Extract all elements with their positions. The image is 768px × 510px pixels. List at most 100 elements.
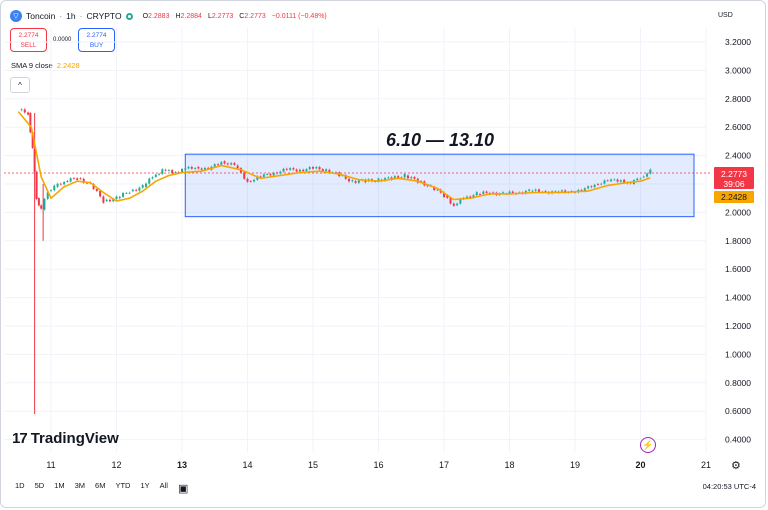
candle-body: [508, 191, 511, 194]
range-ytd[interactable]: YTD: [115, 481, 131, 490]
candle-body: [387, 177, 390, 179]
price-badge-sma: 2.2428: [714, 191, 754, 203]
candle-body: [472, 195, 475, 198]
candle-body: [600, 183, 603, 185]
candle-body: [40, 205, 43, 209]
candle-body: [456, 203, 459, 206]
x-tick-label: 12: [111, 460, 121, 470]
sma-price-badge: [714, 191, 754, 203]
candle-body: [31, 132, 34, 148]
sell-button[interactable]: 2.2774 SELL: [10, 28, 47, 52]
x-tick-label: 17: [439, 460, 449, 470]
candle-body: [298, 169, 301, 172]
candle-body: [53, 185, 56, 191]
range-1d[interactable]: 1D: [15, 481, 25, 490]
candle-body: [452, 203, 455, 206]
lightning-icon[interactable]: ⚡: [640, 437, 656, 453]
candle-body: [449, 197, 452, 204]
candle-body: [112, 199, 115, 202]
y-axis: 3.20003.00002.80002.60002.40002.20002.00…: [725, 37, 751, 445]
candle-body: [33, 148, 36, 172]
candle-body: [194, 168, 197, 169]
clock-readout[interactable]: 04:20:53 UTC-4: [702, 482, 756, 491]
candle-body: [69, 178, 72, 182]
range-3m[interactable]: 3M: [74, 481, 86, 490]
exchange-label[interactable]: CRYPTO: [86, 11, 122, 21]
sma-legend[interactable]: SMA 9 close 2.2428: [11, 61, 80, 70]
candle-body: [596, 184, 599, 185]
candle-body: [377, 178, 380, 182]
candle-body: [184, 168, 187, 170]
tradingview-logo[interactable]: 17 TradingView: [12, 430, 119, 447]
y-tick-label: 2.8000: [725, 94, 751, 104]
ohlc-value: 2.2883: [148, 12, 170, 20]
candle-body: [43, 198, 46, 210]
candle-body: [482, 191, 485, 194]
y-tick-label: 0.4000: [725, 435, 751, 445]
candle-body: [108, 199, 111, 202]
x-tick-label: 18: [504, 460, 514, 470]
candle-body: [351, 180, 354, 182]
market-status-icon: [125, 12, 133, 20]
candle-body: [524, 190, 527, 194]
candle-body: [158, 173, 161, 175]
candle-body: [443, 192, 445, 197]
candle-body: [272, 172, 275, 176]
candle-body: [279, 171, 282, 174]
candle-body: [63, 182, 66, 185]
candle-body: [606, 180, 609, 182]
y-tick-label: 1.2000: [725, 321, 751, 331]
candle-body: [613, 179, 616, 181]
candle-body: [154, 174, 157, 177]
range-1m[interactable]: 1M: [54, 481, 65, 490]
candle-body: [246, 178, 249, 182]
range-all[interactable]: All: [159, 481, 168, 490]
buy-button[interactable]: 2.2774 BUY: [78, 28, 115, 52]
candle-body: [59, 183, 62, 185]
header-separator: ·: [59, 11, 63, 21]
candle-body: [537, 189, 540, 192]
range-1y[interactable]: 1Y: [140, 481, 150, 490]
interval-label[interactable]: 1h: [66, 11, 76, 21]
candle-body: [181, 168, 183, 173]
candle-body: [348, 178, 351, 182]
candle-body: [436, 189, 439, 191]
symbol-header[interactable]: ▽ Toncoin · 1h · CRYPTO O2.2883 H2.2884 …: [10, 8, 327, 24]
candle-body: [233, 163, 236, 165]
range-6m[interactable]: 6M: [95, 481, 106, 490]
spread-value: 0.0000: [53, 37, 72, 43]
candle-body: [282, 168, 285, 172]
candle-body: [37, 198, 40, 206]
candle-body: [397, 176, 400, 179]
y-tick-label: 2.0000: [725, 207, 751, 217]
sma-price-text: 2.2428: [721, 192, 747, 202]
candle-body: [259, 176, 262, 178]
logo-text: TradingView: [30, 430, 119, 447]
calendar-icon[interactable]: ▣: [178, 483, 189, 495]
sma-label: SMA 9 close: [11, 61, 53, 70]
price-badge-last: 2.2773 39:06: [714, 167, 754, 189]
currency-label[interactable]: USD: [718, 12, 733, 19]
price-wicks: [34, 113, 44, 415]
candle-body: [285, 168, 288, 170]
candle-body: [616, 179, 619, 182]
candle-body: [289, 168, 292, 170]
candle-body: [295, 169, 298, 172]
candle-body: [357, 180, 360, 183]
y-tick-label: 3.2000: [725, 37, 751, 47]
candle-body: [446, 195, 449, 198]
candle-body: [426, 185, 429, 187]
candle-body: [35, 171, 38, 199]
symbol-name[interactable]: Toncoin: [26, 11, 56, 21]
candle-body: [20, 109, 23, 111]
candle-body: [639, 178, 642, 180]
candle-body: [393, 176, 396, 179]
collapse-legend-button[interactable]: ^: [10, 77, 30, 93]
range-5d[interactable]: 5D: [34, 481, 45, 490]
gear-icon[interactable]: ⚙: [731, 460, 741, 472]
ohlc-value: 2.2884: [180, 12, 202, 20]
header-separator: ·: [79, 11, 83, 21]
candle-body: [135, 189, 138, 191]
candle-body: [256, 176, 259, 180]
